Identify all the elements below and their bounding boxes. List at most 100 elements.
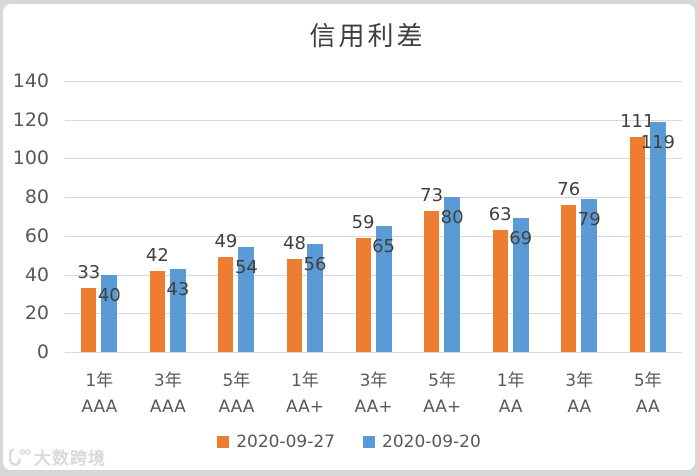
data-label: 59: [351, 211, 375, 233]
bar-group: 42 43 3年 AAA: [134, 81, 203, 417]
gridline: [65, 313, 682, 315]
bar-group: 76 79 3年 AA: [545, 81, 614, 417]
bar-group: 59 65 3年 AA+: [339, 81, 408, 417]
gridline: [65, 158, 682, 160]
bar-series-2: [238, 247, 255, 352]
y-axis-tick-label: 140: [12, 70, 49, 92]
bar-series-2: [512, 218, 529, 352]
y-axis-tick-label: 80: [24, 186, 49, 209]
y-axis-tick-label: 100: [12, 147, 49, 170]
bar-series-2: [649, 121, 666, 352]
gridline: [65, 235, 682, 237]
x-axis-label: 3年 AAA: [149, 371, 186, 417]
bar-series-2: [306, 243, 323, 352]
data-label: 73: [420, 184, 444, 206]
bar-group: 111 119 5年 AA: [614, 81, 683, 417]
bar-slot: 119: [641, 81, 675, 352]
legend-label: 2020-09-20: [382, 432, 481, 452]
bar-group: 63 69 1年 AA: [476, 81, 545, 417]
data-label: 40: [97, 284, 121, 306]
y-axis-tick-label: 20: [24, 302, 49, 325]
y-axis-tick-label: 120: [12, 108, 49, 131]
gridline: [65, 81, 682, 82]
gridline: [65, 197, 682, 199]
bar-series-2: [581, 199, 598, 352]
x-axis-label: 1年 AA: [496, 371, 525, 417]
chart-title: 信用利差: [309, 22, 426, 52]
legend-label: 2020-09-27: [236, 432, 335, 452]
x-axis-label: 5年 AA+: [423, 371, 462, 417]
bar-slot: 59: [352, 81, 374, 352]
x-axis-label: 5年 AAA: [218, 371, 255, 417]
bar-slot: 73: [420, 81, 443, 352]
plot-area: 33 40 1年 AAA 42 43 3年 AAA 49 54 5年 AAA 48 56 1年 AA+ 59 65…: [65, 81, 683, 417]
legend-item-series-1: 2020-09-27: [217, 432, 335, 452]
y-axis: 0 20 40 60 80 100 120 140: [3, 70, 49, 363]
bar-slot: 56: [304, 81, 326, 352]
data-label: 69: [509, 228, 533, 250]
bar-slot: 76: [557, 81, 580, 352]
bar-series-1: [81, 288, 97, 352]
x-axis-label: 1年 AAA: [81, 371, 118, 417]
bar-slot: 63: [489, 81, 512, 352]
bar-slot: 33: [77, 81, 100, 352]
bar-series-1: [492, 230, 508, 352]
chart-card: 信用利差 0 20 40 60 80 100 120 140 33 40 1年 AAA 42 43 3年 A…: [3, 4, 695, 470]
data-label: 43: [166, 278, 190, 300]
bar-slot: 80: [441, 81, 464, 352]
bar-slot: 111: [620, 81, 654, 352]
watermark-logo-icon: [9, 448, 31, 466]
legend-swatch-orange-icon: [217, 436, 230, 448]
data-label: 54: [234, 257, 258, 279]
bar-series-2: [444, 197, 461, 352]
bar-slot: 79: [578, 81, 601, 352]
bar-series-1: [355, 237, 371, 352]
y-axis-tick-label: 40: [24, 263, 49, 286]
bar-series-1: [218, 257, 234, 352]
bar-group: 73 80 5年 AA+: [408, 81, 477, 417]
bar-series-1: [286, 259, 302, 352]
bar-series-1: [149, 270, 165, 352]
bar-group: 33 40 1年 AAA: [65, 81, 134, 417]
legend: 2020-09-27 2020-09-20: [3, 432, 695, 452]
bar-series-2: [375, 226, 392, 352]
gridline: [65, 274, 682, 276]
bar-slot: 49: [214, 81, 237, 352]
y-axis-tick-label: 0: [36, 341, 49, 363]
legend-swatch-blue-icon: [363, 436, 375, 448]
data-label: 65: [372, 236, 395, 258]
x-axis-label: 3年 AA: [565, 371, 594, 417]
gridline: [65, 352, 682, 353]
bar-series-1: [629, 137, 645, 352]
data-label: 63: [488, 204, 512, 226]
bar-series-1: [424, 210, 440, 352]
bar-group: 48 56 1年 AA+: [271, 81, 340, 417]
bar-slot: 48: [283, 81, 306, 352]
data-label: 119: [640, 131, 675, 153]
bar-slot: 43: [166, 81, 189, 352]
data-label: 76: [557, 178, 581, 200]
watermark-text: 大数跨境: [34, 449, 106, 469]
data-label: 49: [214, 231, 238, 253]
x-axis-label: 3年 AA+: [354, 371, 393, 417]
y-axis-tick-label: 60: [24, 224, 49, 247]
watermark: 大数跨境: [9, 444, 106, 469]
bar-slot: 69: [509, 81, 532, 352]
x-axis-label: 5年 AA: [633, 371, 662, 417]
gridline: [65, 119, 682, 121]
x-axis-label: 1年 AA+: [285, 371, 324, 417]
bar-series-2: [169, 268, 186, 352]
data-label: 111: [620, 111, 655, 133]
data-label: 33: [77, 262, 101, 284]
data-label: 42: [145, 244, 169, 266]
bar-series-1: [561, 204, 577, 352]
data-label: 79: [577, 209, 601, 231]
data-label: 48: [283, 233, 306, 255]
bar-series-2: [101, 274, 118, 352]
bar-slot: 40: [98, 81, 121, 352]
bar-slot: 42: [146, 81, 169, 352]
bar-slot: 54: [235, 81, 258, 352]
data-label: 80: [440, 207, 464, 229]
bar-group: 49 54 5年 AAA: [202, 81, 271, 417]
legend-item-series-2: 2020-09-20: [363, 432, 481, 452]
